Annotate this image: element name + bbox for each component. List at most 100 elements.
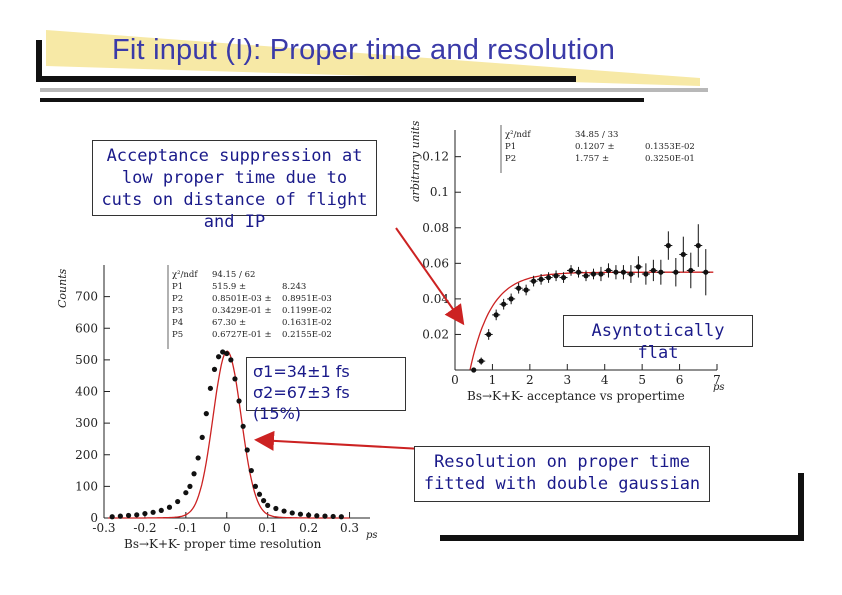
- data-point: [166, 504, 173, 510]
- data-point: [150, 509, 156, 515]
- data-point: [224, 350, 230, 357]
- data-point: [486, 331, 492, 338]
- data-point: [244, 447, 250, 453]
- data-point: [620, 269, 627, 275]
- data-point: [583, 273, 589, 279]
- x-tick-label: 7: [713, 373, 721, 387]
- data-point: [523, 287, 529, 293]
- slide-title: Fit input (I): Proper time and resolutio…: [112, 34, 616, 66]
- data-point: [134, 512, 140, 518]
- data-point: [232, 376, 238, 382]
- data-point: [281, 508, 287, 514]
- data-point: [117, 513, 123, 519]
- data-point: [252, 483, 259, 489]
- sigma-box: σ1=34±1 fs σ2=67±3 fs (15%): [246, 357, 406, 423]
- stats-error: 0.1631E-02: [282, 318, 332, 328]
- data-point: [665, 242, 671, 249]
- y-tick-label: 0.12: [422, 150, 449, 164]
- data-point: [628, 271, 634, 277]
- data-point: [191, 471, 197, 477]
- x-tick-label: 0.2: [299, 521, 318, 535]
- data-point: [568, 267, 574, 274]
- data-point: [187, 483, 193, 489]
- y-tick-label: 700: [75, 290, 98, 304]
- stats-value: 94.15 / 62: [212, 270, 255, 280]
- data-point: [330, 513, 336, 520]
- data-point: [273, 505, 279, 512]
- data-point: [142, 510, 148, 517]
- data-point: [508, 296, 514, 302]
- x-axis-label: Bs→K+K- proper time resolution: [124, 537, 322, 551]
- stats-label: P3: [172, 306, 183, 316]
- stats-value: 515.9 ±: [212, 282, 246, 292]
- y-axis-label: Counts: [56, 268, 69, 308]
- data-point: [297, 511, 304, 517]
- data-point: [553, 273, 559, 279]
- data-point: [680, 251, 686, 258]
- data-point: [322, 513, 328, 519]
- title-decoration: [36, 30, 708, 102]
- data-point: [183, 490, 189, 496]
- stats-error: 0.1353E-02: [645, 142, 695, 152]
- data-point: [650, 267, 656, 274]
- data-point: [658, 269, 664, 275]
- x-unit-label: ps: [366, 530, 378, 541]
- data-point: [643, 271, 649, 277]
- x-tick-label: -0.1: [174, 521, 197, 535]
- x-tick-label: 3: [563, 373, 571, 387]
- callout-acceptance: Acceptance suppression at low proper tim…: [92, 140, 377, 232]
- data-point: [501, 301, 507, 307]
- stats-value: 0.3429E-01 ±: [212, 306, 272, 316]
- y-tick-label: 100: [75, 479, 98, 493]
- y-tick-label: 0.08: [422, 221, 449, 235]
- data-point: [338, 514, 344, 520]
- sigma2-text: σ2=67±3 fs (15%): [253, 383, 350, 423]
- data-point: [228, 357, 234, 363]
- stats-label: P4: [172, 318, 183, 328]
- data-point: [493, 312, 499, 318]
- y-tick-label: 300: [75, 416, 98, 430]
- data-point: [289, 510, 295, 516]
- data-point: [199, 434, 205, 440]
- stats-label: χ²/ndf: [505, 130, 531, 140]
- stats-error: 8.243: [282, 282, 306, 292]
- data-point: [306, 512, 312, 518]
- data-point: [109, 514, 115, 520]
- x-tick-label: -0.2: [133, 521, 156, 535]
- bottom-right-bracket: [440, 473, 804, 541]
- y-tick-label: 0.06: [422, 256, 449, 270]
- data-point: [688, 267, 694, 274]
- y-tick-label: 500: [75, 353, 98, 367]
- y-tick-label: 200: [75, 448, 98, 462]
- data-point: [605, 267, 612, 274]
- data-point: [203, 411, 209, 417]
- stats-value: 67.30 ±: [212, 318, 246, 328]
- data-point: [516, 285, 522, 291]
- y-tick-label: 600: [75, 321, 98, 335]
- data-point: [314, 513, 320, 519]
- y-tick-label: 400: [75, 385, 98, 399]
- x-tick-label: 4: [601, 373, 609, 387]
- stats-value: 0.8501E-03 ±: [212, 294, 272, 304]
- data-point: [207, 385, 213, 391]
- stats-label: P2: [505, 154, 516, 164]
- data-point: [265, 502, 271, 508]
- stats-label: P1: [172, 282, 183, 292]
- data-point: [478, 358, 484, 364]
- x-tick-label: 0.1: [258, 521, 277, 535]
- stats-error: 0.2155E-02: [282, 330, 332, 340]
- stats-error: 0.3250E-01: [645, 154, 695, 164]
- data-point: [240, 423, 246, 429]
- y-tick-label: 0.1: [430, 185, 449, 199]
- data-point: [575, 269, 582, 275]
- data-point: [220, 349, 226, 355]
- data-point: [538, 276, 544, 282]
- data-point: [635, 264, 641, 270]
- stats-error: 0.8951E-03: [282, 294, 332, 304]
- stats-error: 0.1199E-02: [282, 306, 332, 316]
- y-tick-label: 0: [90, 511, 98, 525]
- stats-label: P2: [172, 294, 183, 304]
- x-tick-label: 1: [489, 373, 497, 387]
